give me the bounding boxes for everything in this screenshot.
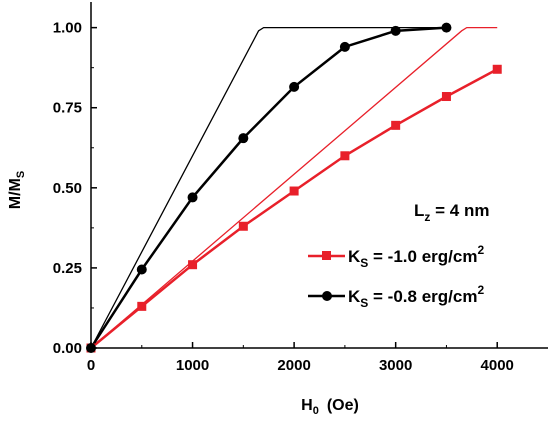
series-0-point (340, 151, 349, 160)
legend-label-red: KS = -1.0 erg/cm2 (348, 243, 484, 270)
series-1-point (340, 42, 350, 52)
annotation-lz: Lz = 4 nm (414, 201, 489, 224)
x-tick-label: 2000 (277, 357, 310, 374)
x-tick-label: 1000 (176, 357, 209, 374)
y-axis-label: M/MS (7, 171, 27, 209)
series-1-point (137, 265, 147, 275)
series-1-point (441, 23, 451, 33)
y-tick-label: 0.25 (53, 260, 82, 277)
x-tick-label: 0 (87, 357, 95, 374)
x-tick-label: 3000 (379, 357, 412, 374)
annotation-rest: = 4 nm (430, 201, 489, 220)
series-0-point (239, 222, 248, 231)
series-0-point (137, 302, 146, 311)
y-tick-label: 0.00 (53, 340, 82, 357)
y-tick-label: 0.75 (53, 100, 82, 117)
x-tick-label: 4000 (481, 357, 514, 374)
series-1-point (188, 192, 198, 202)
series-0-point (188, 260, 197, 269)
legend-marker-black (322, 291, 332, 301)
legend-entry-red: KS = -1.0 erg/cm2 (308, 243, 484, 270)
series-1-point (289, 82, 299, 92)
series-1-point (238, 133, 248, 143)
y-axis-label-sub: S (15, 171, 27, 178)
annotation-main: L (414, 201, 424, 220)
series-1-point (391, 26, 401, 36)
x-axis-label: H0 (Oe) (301, 397, 359, 417)
legend-marker-red (322, 251, 331, 260)
y-tick-label: 0.50 (53, 180, 82, 197)
series-0-point (290, 187, 299, 196)
legend-label-black: KS = -0.8 erg/cm2 (348, 283, 484, 310)
y-tick-label: 1.00 (53, 20, 82, 37)
x-axis-label-sub: 0 (313, 405, 319, 417)
y-axis-label-main: M/M (7, 178, 24, 209)
series-0-point (442, 92, 451, 101)
legend: KS = -1.0 erg/cm2 KS = -0.8 erg/cm2 (308, 243, 484, 310)
legend-entry-black: KS = -0.8 erg/cm2 (308, 283, 484, 310)
x-axis-label-main: H (301, 397, 313, 414)
series-0-point (493, 65, 502, 74)
x-axis-label-unit: (Oe) (327, 397, 359, 414)
series-0-point (391, 121, 400, 130)
